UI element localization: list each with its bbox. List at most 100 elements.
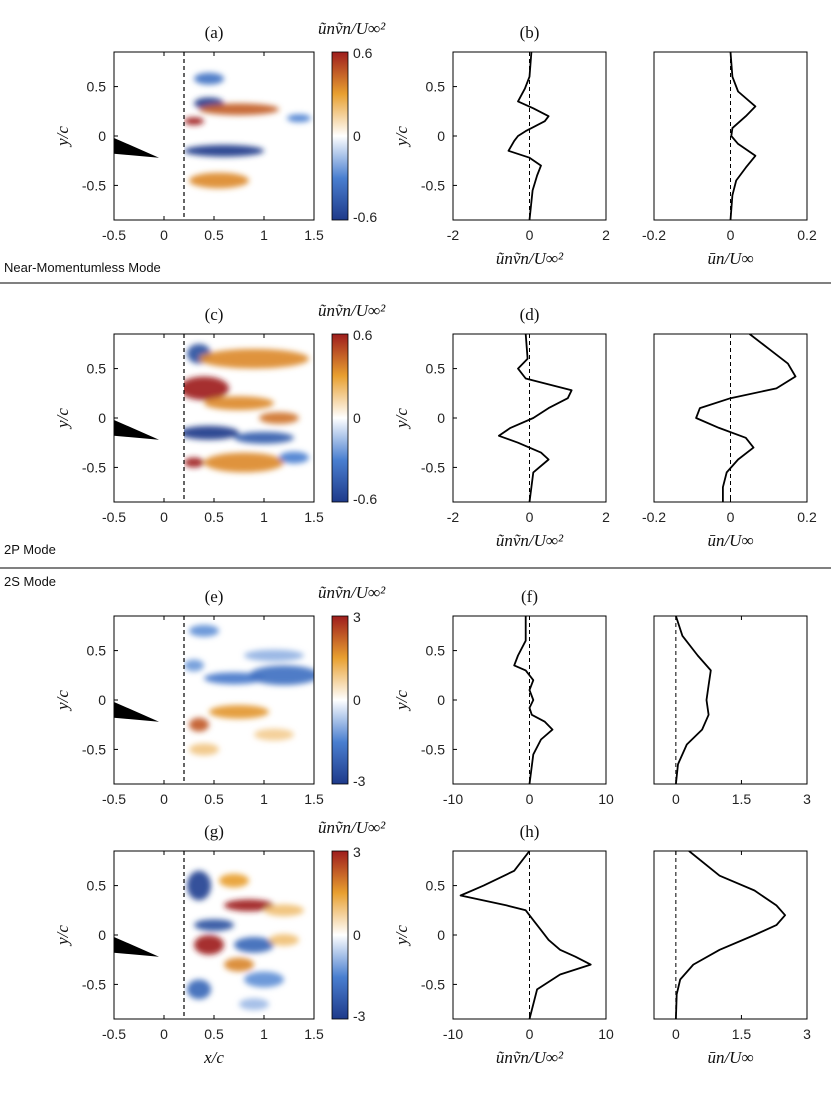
heatmap-blob-0 <box>187 870 211 901</box>
x-tick-label: -2 <box>447 509 460 525</box>
x-tick-label: -0.5 <box>102 791 126 807</box>
heatmap-blob-5 <box>287 114 311 123</box>
colorbar-label: ũnṽn/U∞² <box>318 301 386 320</box>
heatmap-blob-5 <box>194 935 224 955</box>
heatmap-field <box>114 851 314 1019</box>
colorbar-tick-label: 0 <box>353 128 361 144</box>
colorbar-tick-label: -0.6 <box>353 209 377 225</box>
heatmap-blob-6 <box>209 704 269 719</box>
x-tick-label: 3 <box>803 791 811 807</box>
panel-label: (b) <box>520 23 540 42</box>
panel-h2: 0 1.5 3 ūn/U∞ <box>653 850 811 1067</box>
heatmap-blob-2 <box>224 899 274 912</box>
panel-label: (a) <box>205 23 224 42</box>
row-label-2s: 2S Mode <box>4 574 56 589</box>
x-axis-label: x/c <box>203 1048 224 1067</box>
heatmap-blobs <box>184 72 311 189</box>
x-tick-label: 2 <box>602 227 610 243</box>
x-tick-label: 1 <box>260 509 268 525</box>
panel-label: (f) <box>521 587 538 606</box>
heatmap-blob-8 <box>189 743 219 756</box>
y-axis-label: y/c <box>392 126 411 148</box>
heatmap-blob-1 <box>184 659 204 672</box>
panel-d: -2 0 2 0.5 0 -0.5 y/c ũnṽn/U∞² (d) <box>392 305 610 550</box>
panel-e: 3 0 -3 ũnṽn/U∞² -0.5 0 0.5 1 1.5 0.5 0 -0.5 y/c (e) <box>53 583 386 807</box>
x-tick-label: -2 <box>447 227 460 243</box>
colorbar-tick-label: -3 <box>353 1008 366 1024</box>
colorbar <box>331 333 349 503</box>
colorbar <box>331 615 349 785</box>
y-tick-label: 0 <box>98 128 106 144</box>
x-tick-label: 1.5 <box>304 509 324 525</box>
colorbar-label: ũnṽn/U∞² <box>318 19 386 38</box>
y-tick-label: 0.5 <box>426 643 446 659</box>
y-tick-label: -0.5 <box>82 976 106 992</box>
heatmap-blob-5 <box>189 717 209 732</box>
x-axis-label: ūn/U∞ <box>707 1048 753 1067</box>
heatmap-blob-8 <box>204 452 284 473</box>
x-tick-label: 0.5 <box>204 791 224 807</box>
y-tick-label: 0 <box>98 927 106 943</box>
heatmap-blob-7 <box>184 457 204 468</box>
heatmap-blob-6 <box>234 431 294 444</box>
row-label-2p: 2P Mode <box>4 542 56 557</box>
heatmap-blob-2 <box>199 103 279 116</box>
y-tick-label: -0.5 <box>421 177 445 193</box>
y-tick-label: 0 <box>98 692 106 708</box>
upstream-mask <box>114 334 184 502</box>
panel-label: (c) <box>205 305 224 324</box>
y-axis-label: y/c <box>392 408 411 430</box>
panel-h: -10 0 10 0.5 0 -0.5 y/c ũnṽn/U∞² (h) <box>392 822 614 1067</box>
upstream-mask <box>114 52 184 220</box>
heatmap-blob-3 <box>194 919 234 932</box>
colorbar-tick-label: 0.6 <box>353 327 373 343</box>
heatmap-field <box>114 52 314 220</box>
x-tick-label: -0.2 <box>642 227 666 243</box>
heatmap-blob-5 <box>179 425 239 440</box>
y-tick-label: -0.5 <box>421 976 445 992</box>
series-line-0 <box>513 616 554 784</box>
panel-label: (d) <box>520 305 540 324</box>
x-tick-label: 0 <box>526 227 534 243</box>
y-tick-label: 0.5 <box>426 79 446 95</box>
heatmap-blobs <box>187 870 304 1011</box>
x-tick-label: -0.5 <box>102 227 126 243</box>
y-tick-label: -0.5 <box>82 177 106 193</box>
heatmap-blob-9 <box>279 451 309 464</box>
y-axis-label: y/c <box>53 925 72 947</box>
x-tick-label: 10 <box>598 791 614 807</box>
x-tick-label: 1.5 <box>732 791 752 807</box>
colorbar-tick-label: 0 <box>353 410 361 426</box>
panel-b: -2 0 2 0.5 0 -0.5 y/c ũnṽn/U∞² (b) <box>392 23 610 268</box>
heatmap-blobs <box>179 343 309 473</box>
x-tick-label: 1 <box>260 791 268 807</box>
panel-f2: 0 1.5 3 <box>653 615 811 807</box>
series-line-0 <box>695 334 797 502</box>
heatmap-blob-4 <box>184 144 264 157</box>
panel-label: (h) <box>520 822 540 841</box>
x-axis-label: ūn/U∞ <box>707 249 753 268</box>
heatmap-blob-1 <box>219 873 249 888</box>
x-tick-label: 0.5 <box>204 509 224 525</box>
y-tick-label: 0.5 <box>87 361 107 377</box>
heatmap-blob-8 <box>224 957 254 972</box>
panels: 0.6 0 -0.6 ũnṽn/U∞² -0.5 0 0.5 1 1.5 0.5 0 -0.5 y/c (… <box>53 19 817 1067</box>
x-tick-label: 1.5 <box>304 791 324 807</box>
y-tick-label: -0.5 <box>421 459 445 475</box>
y-tick-label: 0 <box>437 128 445 144</box>
upstream-mask <box>114 616 184 784</box>
y-axis-label: y/c <box>392 690 411 712</box>
colorbar-tick-label: 3 <box>353 844 361 860</box>
heatmap-blob-9 <box>187 979 211 1000</box>
y-tick-label: -0.5 <box>82 741 106 757</box>
x-tick-label: -10 <box>443 791 463 807</box>
heatmap-blob-4 <box>264 904 304 917</box>
x-tick-label: 1.5 <box>304 227 324 243</box>
x-tick-label: 3 <box>803 1026 811 1042</box>
colorbar <box>331 850 349 1020</box>
heatmap-blob-4 <box>259 412 299 424</box>
x-tick-label: 0.5 <box>204 1026 224 1042</box>
x-tick-label: -10 <box>443 1026 463 1042</box>
series-line-0 <box>507 52 550 220</box>
x-tick-label: 0 <box>160 227 168 243</box>
